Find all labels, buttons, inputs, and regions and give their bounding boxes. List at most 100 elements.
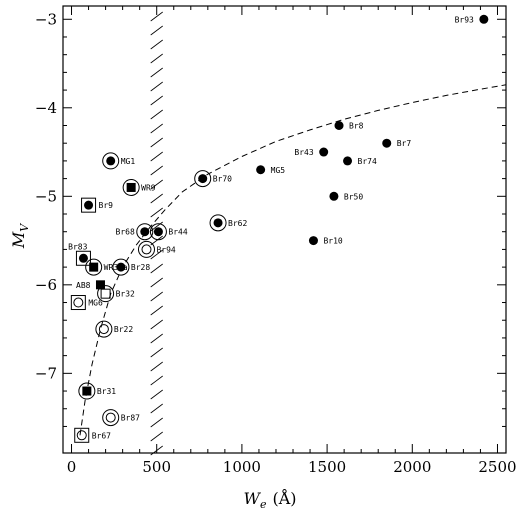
hatch-mark	[150, 81, 163, 92]
hatch-mark	[150, 25, 163, 36]
data-point-br70	[194, 170, 212, 188]
x-axis-label: We (Å)	[243, 488, 296, 511]
hatch-mark	[150, 347, 163, 358]
hatch-mark	[150, 109, 163, 120]
data-point-br62	[209, 214, 227, 232]
hatch-mark	[150, 277, 163, 288]
point-label-br31: Br31	[97, 387, 116, 396]
point-label-br68: Br68	[116, 228, 135, 237]
hatch-mark	[150, 165, 163, 176]
hatch-mark	[150, 403, 163, 414]
hatch-mark	[150, 151, 163, 162]
hatch-mark	[150, 417, 163, 428]
point-label-br70: Br70	[213, 175, 232, 184]
data-point-mg5	[256, 165, 266, 175]
point-label-br50: Br50	[344, 192, 363, 201]
hatch-mark	[150, 263, 163, 274]
hatch-mark	[150, 389, 163, 400]
point-label-br67: Br67	[92, 431, 111, 440]
data-point-br43	[319, 147, 329, 157]
hatch-mark	[150, 361, 163, 372]
hatch-mark	[150, 431, 163, 442]
hatch-mark	[150, 375, 163, 386]
y-tick-label: −5	[35, 187, 57, 205]
point-label-br32: Br32	[116, 290, 135, 299]
axis-tick-labels: 0 500 1000 1500 2000 2500 −3 −4 −5 −6 −7	[35, 10, 517, 476]
point-label-mg5: MG5	[271, 166, 286, 175]
hatch-mark	[150, 333, 163, 344]
data-point-br9	[81, 197, 97, 213]
hatch-mark	[150, 39, 163, 50]
point-label-br94: Br94	[156, 245, 175, 254]
axis-ticks	[63, 6, 506, 453]
y-tick-label: −6	[35, 276, 57, 294]
x-tick-label: 500	[142, 458, 171, 476]
hatch-mark	[150, 305, 163, 316]
point-label-br93: Br93	[455, 15, 474, 24]
data-point-wr9	[122, 178, 140, 196]
data-point-br87	[102, 409, 120, 427]
hatch-mark	[150, 67, 163, 78]
point-label-mg6: MG6	[88, 299, 103, 308]
point-label-br44: Br44	[168, 228, 187, 237]
data-point-ab8	[95, 280, 105, 290]
data-point-br22	[95, 320, 113, 338]
point-label-br8: Br8	[349, 121, 364, 130]
data-point-br8	[334, 120, 344, 130]
point-label-br83: Br83	[68, 242, 87, 251]
y-axis-label: MV	[9, 223, 31, 249]
data-point-br44	[149, 223, 167, 241]
hatch-mark	[150, 137, 163, 148]
data-point-br83	[75, 250, 91, 266]
point-label-br62: Br62	[228, 219, 247, 228]
x-tick-label: 1000	[223, 458, 261, 476]
x-tick-label: 1500	[308, 458, 346, 476]
point-label-br10: Br10	[323, 237, 342, 246]
data-point-br10	[308, 236, 318, 246]
hatch-mark	[150, 95, 163, 106]
hatch-mark	[150, 235, 163, 246]
data-point-br31	[78, 382, 96, 400]
point-label-wr30a: WR30a	[104, 263, 128, 272]
data-point-mg6	[70, 295, 86, 311]
hatch-mark	[150, 291, 163, 302]
hatch-mark	[150, 319, 163, 330]
data-point-br28	[112, 258, 130, 276]
point-label-wr9: WR9	[141, 183, 156, 192]
y-tick-label: −3	[35, 10, 57, 28]
data-point-br74	[343, 156, 353, 166]
hatch-mark	[150, 179, 163, 190]
y-tick-label: −4	[35, 99, 57, 117]
y-tick-label: −7	[35, 364, 57, 382]
point-label-br74: Br74	[358, 157, 377, 166]
point-label-br22: Br22	[114, 325, 133, 334]
data-point-br68	[136, 223, 154, 241]
hatch-mark	[150, 11, 163, 22]
hatch-mark	[150, 207, 163, 218]
point-label-br87: Br87	[121, 414, 140, 423]
data-point-labels: Br93 Br8 Br7 Br43 Br74 MG5 Br50 Br10 Br70 Br62 MG1…	[68, 15, 474, 440]
hatch-mark	[150, 249, 163, 260]
data-point-br67	[74, 427, 90, 443]
data-point-br7	[382, 138, 392, 148]
hatch-mark	[150, 193, 163, 204]
dashed-trend-curve	[79, 84, 507, 436]
data-point-br50	[329, 191, 339, 201]
plot-frame	[62, 5, 507, 454]
data-point-br93	[479, 14, 489, 24]
forbidden-zone-hatch	[150, 11, 163, 456]
data-points	[70, 14, 489, 443]
data-point-br94	[137, 240, 155, 258]
x-tick-label: 0	[67, 458, 77, 476]
hatch-mark	[150, 123, 163, 134]
point-label-ab8: AB8	[76, 281, 91, 290]
point-label-br7: Br7	[397, 139, 412, 148]
data-point-mg1	[102, 152, 120, 170]
x-tick-label: 2500	[478, 458, 516, 476]
point-label-mg1: MG1	[121, 157, 136, 166]
data-point-br32	[97, 285, 115, 303]
point-label-br43: Br43	[294, 148, 313, 157]
point-label-br9: Br9	[99, 201, 114, 210]
x-tick-label: 2000	[393, 458, 431, 476]
